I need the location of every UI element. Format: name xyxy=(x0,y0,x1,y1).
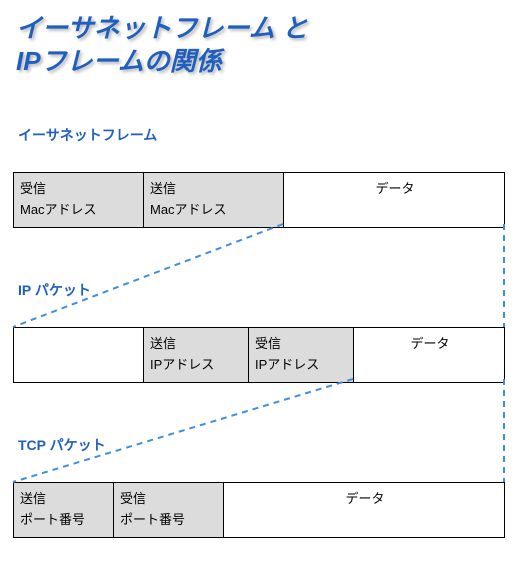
tcp-packet: 送信 ポート番号 受信 ポート番号 データ xyxy=(13,482,505,538)
eth-data: データ xyxy=(284,173,505,228)
cell-line2: ポート番号 xyxy=(20,510,109,531)
ethernet-label: イーサネットフレーム xyxy=(18,125,157,145)
ethernet-frame: 受信 Macアドレス 送信 Macアドレス データ xyxy=(13,172,505,228)
cell-line1: データ xyxy=(410,336,449,351)
cell-line1: 送信 xyxy=(20,491,46,506)
cell-line2: Macアドレス xyxy=(20,200,139,221)
ip-label: IP パケット xyxy=(18,280,91,300)
tcp-label: TCP パケット xyxy=(18,435,106,455)
cell-line2: Macアドレス xyxy=(150,200,279,221)
eth-dst-mac: 受信 Macアドレス xyxy=(14,173,144,228)
cell-line1: 受信 xyxy=(255,336,281,351)
cell-line1: 受信 xyxy=(120,491,146,506)
title-line-1: イーサネットフレーム と xyxy=(16,13,308,43)
main-title: イーサネットフレーム と IPフレームの関係 xyxy=(0,0,517,77)
tcp-src-port: 送信 ポート番号 xyxy=(14,483,114,538)
cell-line1: 受信 xyxy=(20,181,46,196)
ip-pad xyxy=(14,328,144,383)
title-line-2: IPフレームの関係 xyxy=(16,46,222,76)
cell-line2: ポート番号 xyxy=(120,510,219,531)
eth-src-mac: 送信 Macアドレス xyxy=(144,173,284,228)
tcp-data: データ xyxy=(224,483,505,538)
cell-line1: データ xyxy=(345,491,384,506)
cell-line1: 送信 xyxy=(150,336,176,351)
cell-line2: IPアドレス xyxy=(150,355,244,376)
cell-line1: データ xyxy=(375,181,414,196)
ip-dst: 受信 IPアドレス xyxy=(249,328,354,383)
ip-packet: 送信 IPアドレス 受信 IPアドレス データ xyxy=(13,327,505,383)
cell-line2: IPアドレス xyxy=(255,355,349,376)
cell-line1: 送信 xyxy=(150,181,176,196)
ip-src: 送信 IPアドレス xyxy=(144,328,249,383)
ip-data: データ xyxy=(354,328,505,383)
tcp-dst-port: 受信 ポート番号 xyxy=(114,483,224,538)
